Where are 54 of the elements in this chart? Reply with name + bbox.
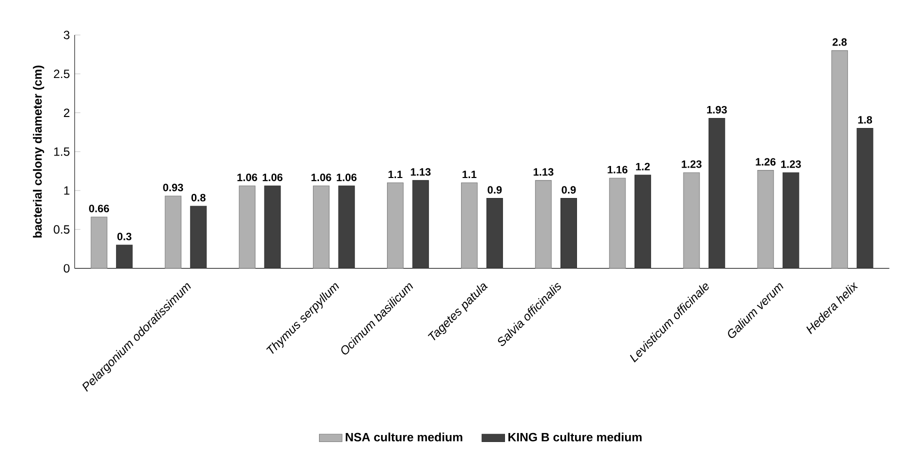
bar [856, 128, 874, 268]
bar [238, 186, 256, 268]
data-label: 2.8 [832, 38, 847, 46]
bar [535, 180, 552, 268]
data-label: 1.23 [781, 160, 801, 168]
bar [683, 172, 700, 268]
bar [116, 244, 133, 268]
y-tick-label: 1.5 [54, 147, 70, 156]
data-label: 0.93 [163, 184, 184, 192]
bar [757, 170, 774, 268]
bar [164, 196, 182, 268]
bar [609, 178, 626, 268]
bar [486, 198, 503, 268]
legend-label: KING B culture medium [508, 432, 642, 442]
data-label: 1.13 [410, 168, 431, 176]
bar [312, 186, 330, 268]
bar [634, 174, 652, 268]
bar [708, 118, 726, 268]
y-tick-label: 0 [64, 264, 70, 273]
data-label: 1.06 [336, 174, 357, 182]
data-label: 1.13 [534, 168, 554, 176]
y-axis-title: bacterial colony diameter (cm) [32, 66, 44, 238]
bar [831, 50, 848, 268]
data-label: 1.06 [237, 174, 258, 182]
data-label: 1.1 [462, 170, 476, 178]
data-label: 1.23 [682, 160, 702, 168]
data-label: 0.66 [89, 204, 110, 212]
data-label: 0.9 [562, 186, 576, 194]
data-label: 1.1 [388, 170, 402, 178]
y-tick-label: 0.5 [54, 225, 70, 234]
bar [190, 206, 207, 268]
bar [412, 180, 429, 268]
y-tick-label: 3 [64, 30, 70, 40]
bar [560, 198, 577, 268]
data-label: 0.8 [191, 194, 206, 202]
bar [461, 182, 478, 268]
legend-label: NSA culture medium [346, 432, 462, 442]
bar [338, 186, 355, 268]
bar [264, 186, 281, 268]
bar [90, 216, 108, 268]
data-label: 0.9 [488, 186, 502, 194]
y-tick-label: 2 [64, 108, 70, 117]
data-label: 1.26 [756, 158, 776, 166]
data-label: 1.06 [312, 174, 332, 182]
bar [387, 182, 404, 268]
data-label: 0.3 [117, 232, 132, 240]
y-tick-label: 1 [64, 186, 70, 195]
data-label: 1.16 [608, 166, 628, 174]
data-label: 1.93 [707, 106, 727, 114]
y-tick-label: 2.5 [54, 70, 70, 78]
bar [782, 172, 800, 268]
data-label: 1.06 [262, 174, 282, 182]
data-label: 1.8 [858, 116, 872, 124]
data-label: 1.2 [636, 162, 650, 170]
